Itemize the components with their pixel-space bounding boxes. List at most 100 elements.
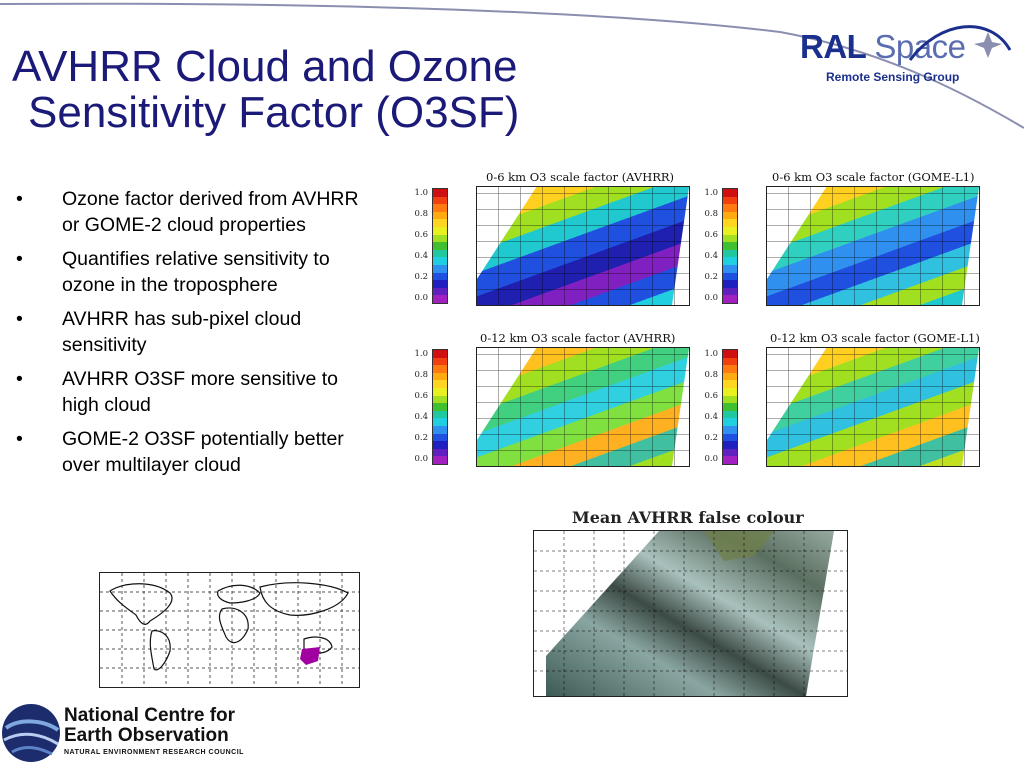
map-grid xyxy=(477,187,689,305)
panel-gome-0-12km: 0-12 km O3 scale factor (GOME-L1) 1.0 0.8… xyxy=(700,331,985,471)
colorbar-tick-label: 0.6 xyxy=(414,230,428,240)
colorbar-tick-label: 0.2 xyxy=(414,272,428,282)
logo-subtitle: Remote Sensing Group xyxy=(826,70,960,84)
colorbar-segment xyxy=(723,272,737,281)
slide-title-line1: AVHRR Cloud and Ozone xyxy=(12,42,518,91)
colorbar-segment xyxy=(723,425,737,434)
colorbar-tick-label: 0.4 xyxy=(704,412,718,422)
colorbar-segment xyxy=(433,365,447,373)
colorbar-tick-label: 0.0 xyxy=(704,293,718,303)
colorbar-tick-label: 0.6 xyxy=(414,391,428,401)
colorbar-segment xyxy=(723,226,737,235)
logo-star-icon xyxy=(908,25,1012,61)
scale-factor-map xyxy=(766,186,980,306)
colorbar-tick-label: 0.4 xyxy=(414,412,428,422)
panel-gome-0-6km: 0-6 km O3 scale factor (GOME-L1) 1.0 0.8 0… xyxy=(700,170,985,310)
colorbar-segment xyxy=(433,410,447,419)
colorbar xyxy=(722,188,738,304)
region-marker xyxy=(300,647,320,665)
colorbar-segment xyxy=(433,403,447,411)
colorbar-segment xyxy=(723,380,737,388)
colorbar-segment xyxy=(433,219,447,227)
colorbar-segment xyxy=(723,387,737,396)
colorbar-segment xyxy=(723,257,737,265)
bullet-item: • AVHRR O3SF more sensitive to high cloud xyxy=(16,368,338,416)
colorbar-segment xyxy=(433,380,447,388)
colorbar-segment xyxy=(433,196,447,205)
colorbar-segment xyxy=(723,287,737,296)
colorbar-tick-label: 0.6 xyxy=(704,391,718,401)
panel-avhrr-0-6km: 0-6 km O3 scale factor (AVHRR) 1.0 0.8 0.6… xyxy=(410,170,695,310)
map-grid xyxy=(477,348,689,466)
colorbar-segment xyxy=(433,372,447,381)
world-map-thumbnail xyxy=(99,572,360,688)
colorbar-ticks: 1.0 0.8 0.6 0.4 0.2 0.0 xyxy=(692,188,718,303)
colorbar-segment xyxy=(433,257,447,265)
colorbar-segment xyxy=(723,295,737,303)
colorbar-segment xyxy=(723,433,737,442)
colorbar-segment xyxy=(723,204,737,212)
bullet-text: Ozone factor derived from AVHRR or GOME-… xyxy=(62,188,359,236)
colorbar xyxy=(722,349,738,465)
panel-title: 0-6 km O3 scale factor (GOME-L1) xyxy=(772,170,975,184)
slide-title: AVHRR Cloud and Ozone Sensitivity Factor… xyxy=(12,44,612,136)
colorbar-tick-label: 0.8 xyxy=(704,370,718,380)
colorbar-segment xyxy=(433,189,447,197)
colorbar-segment xyxy=(433,204,447,212)
bullet-list: • Ozone factor derived from AVHRR or GOME… xyxy=(10,186,370,486)
panel-title: 0-6 km O3 scale factor (AVHRR) xyxy=(486,170,675,184)
colorbar-segment xyxy=(723,410,737,419)
colorbar-segment xyxy=(723,418,737,426)
bullet-text: Quantifies relative sensitivity to ozone… xyxy=(62,248,330,296)
colorbar-segment xyxy=(433,425,447,434)
colorbar-tick-label: 1.0 xyxy=(704,188,718,198)
colorbar-segment xyxy=(433,226,447,235)
colorbar-segment xyxy=(723,441,737,449)
map-grid xyxy=(767,187,979,305)
world-map xyxy=(100,573,359,687)
colorbar-ticks: 1.0 0.8 0.6 0.4 0.2 0.0 xyxy=(402,349,428,464)
scale-factor-map xyxy=(476,186,690,306)
colorbar-segment xyxy=(723,372,737,381)
colorbar-tick-label: 1.0 xyxy=(704,349,718,359)
colorbar-segment xyxy=(433,264,447,273)
colorbar-segment xyxy=(433,287,447,296)
false-colour-swath xyxy=(534,531,847,696)
colorbar-segment xyxy=(433,456,447,464)
scale-factor-map xyxy=(766,347,980,467)
colorbar-tick-label: 0.6 xyxy=(704,230,718,240)
colorbar-segment xyxy=(433,280,447,288)
colorbar-segment xyxy=(433,357,447,366)
false-colour-image xyxy=(533,530,848,697)
colorbar xyxy=(432,188,448,304)
colorbar-segment xyxy=(723,365,737,373)
colorbar-segment xyxy=(433,387,447,396)
colorbar-tick-label: 0.0 xyxy=(414,293,428,303)
colorbar-segment xyxy=(723,189,737,197)
colorbar-tick-label: 0.4 xyxy=(704,251,718,261)
colorbar-segment xyxy=(433,448,447,457)
bullet-item: • Quantifies relative sensitivity to ozon… xyxy=(16,248,330,296)
nceo-name-line2: Earth Observation xyxy=(64,725,229,746)
panel-title: 0-12 km O3 scale factor (GOME-L1) xyxy=(770,331,980,345)
colorbar-segment xyxy=(433,242,447,250)
bullet-text: AVHRR O3SF more sensitive to high cloud xyxy=(62,368,338,416)
bullet-text: GOME-2 O3SF potentially better over mult… xyxy=(62,428,344,476)
colorbar-tick-label: 1.0 xyxy=(414,349,428,359)
colorbar-segment xyxy=(433,211,447,220)
colorbar-segment xyxy=(723,219,737,227)
colorbar-tick-label: 0.4 xyxy=(414,251,428,261)
logo-brand-bold: RAL xyxy=(800,28,866,65)
colorbar-segment xyxy=(723,211,737,220)
colorbar-segment xyxy=(723,357,737,366)
nceo-globe-icon xyxy=(2,704,60,762)
colorbar-segment xyxy=(433,441,447,449)
colorbar-tick-label: 0.8 xyxy=(704,209,718,219)
bullet-item: • Ozone factor derived from AVHRR or GOME… xyxy=(16,188,359,236)
colorbar-tick-label: 1.0 xyxy=(414,188,428,198)
colorbar-segment xyxy=(433,249,447,258)
colorbar xyxy=(432,349,448,465)
colorbar-segment xyxy=(723,350,737,358)
header-swoosh xyxy=(0,2,1024,129)
colorbar-segment xyxy=(433,272,447,281)
